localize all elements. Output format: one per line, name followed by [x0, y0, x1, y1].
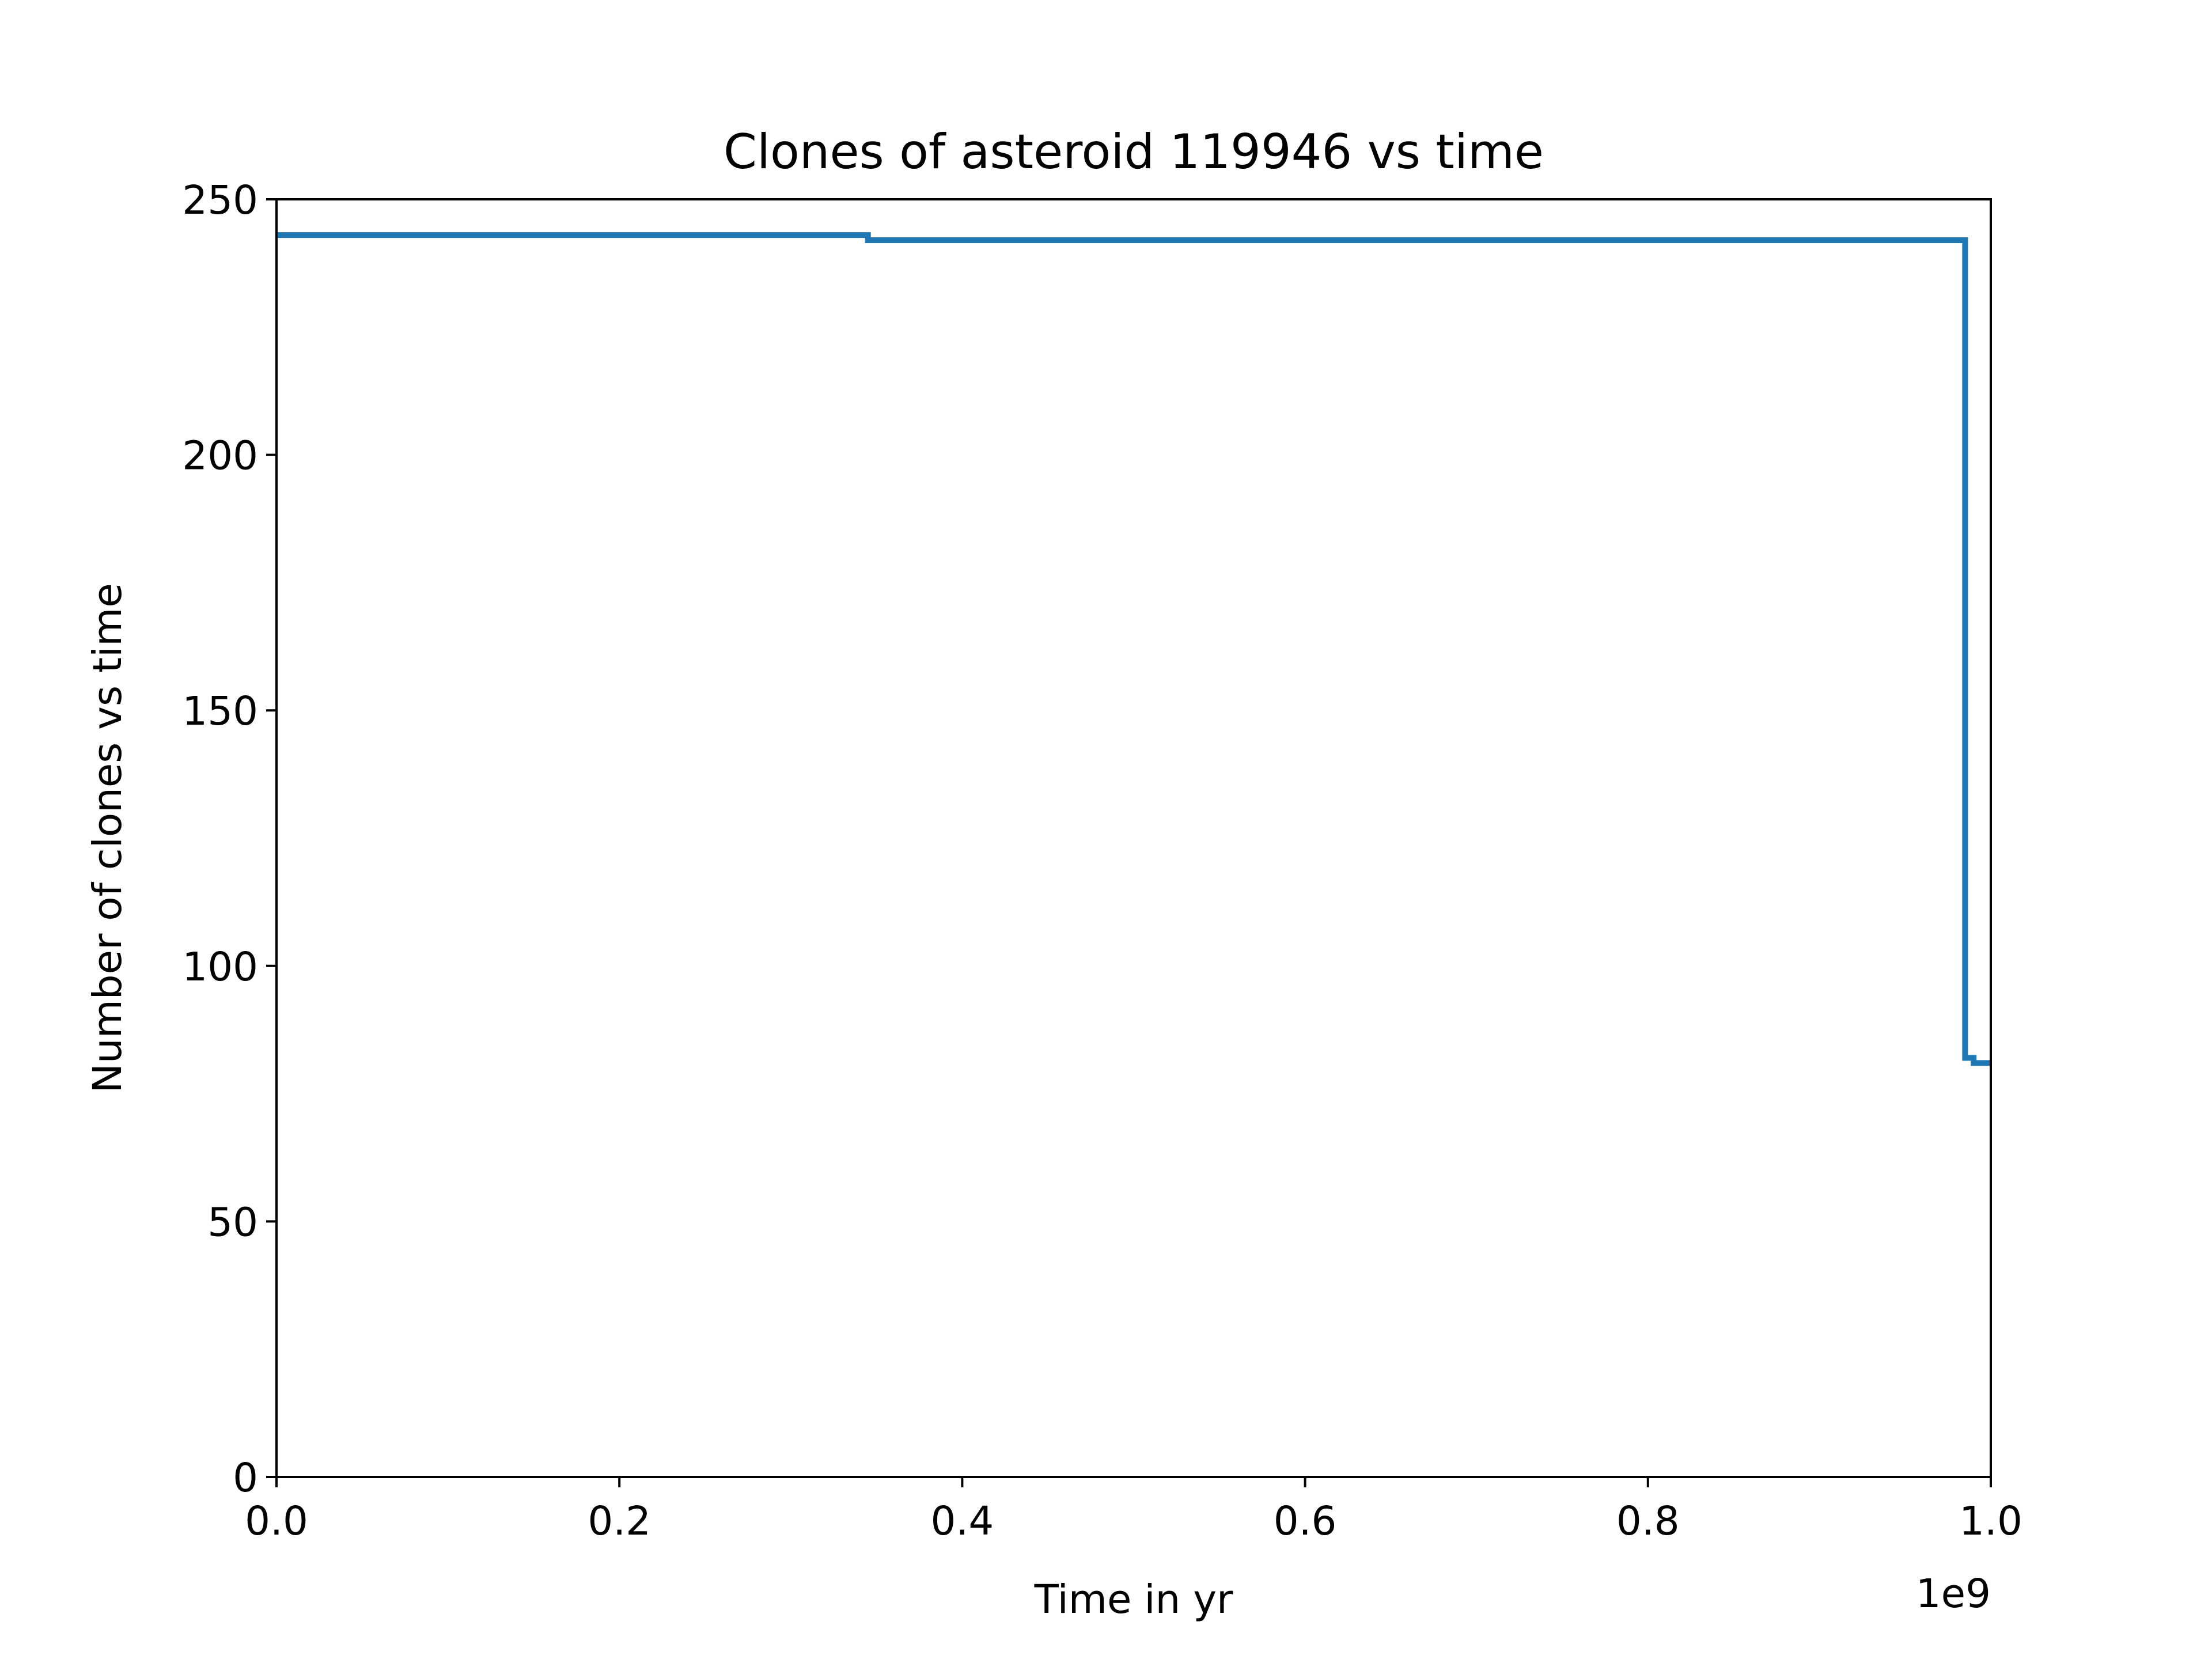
y-tick-label: 50 [207, 1199, 258, 1245]
chart-title: Clones of asteroid 119946 vs time [724, 124, 1544, 180]
axes-layer [275, 198, 1992, 1478]
y-tick-label: 0 [233, 1455, 258, 1501]
y-axis-ticks: 0 50 100 150 200 250 [182, 177, 276, 1501]
y-tick-label: 100 [182, 944, 258, 990]
y-tick-label: 150 [182, 688, 258, 734]
x-tick-label: 0.4 [931, 1498, 994, 1544]
x-tick-label: 1.0 [1959, 1498, 2022, 1544]
y-tick-label: 250 [182, 177, 258, 224]
x-axis-offset-label: 1e9 [1916, 1571, 1991, 1617]
y-axis-label: Number of clones vs time [85, 583, 131, 1093]
series-line-0 [276, 232, 1991, 1066]
x-tick-label: 0.2 [588, 1498, 651, 1544]
y-tick-label: 200 [182, 433, 258, 479]
x-axis-label: Time in yr [1034, 1577, 1233, 1623]
plot-background [276, 199, 1991, 1477]
x-axis-ticks: 0.0 0.2 0.4 0.6 0.8 1.0 [245, 1477, 2022, 1544]
series-layer [276, 232, 1991, 1066]
x-tick-label: 0.8 [1616, 1498, 1680, 1544]
x-tick-label: 0.6 [1274, 1498, 1337, 1544]
x-tick-label: 0.0 [245, 1498, 308, 1544]
